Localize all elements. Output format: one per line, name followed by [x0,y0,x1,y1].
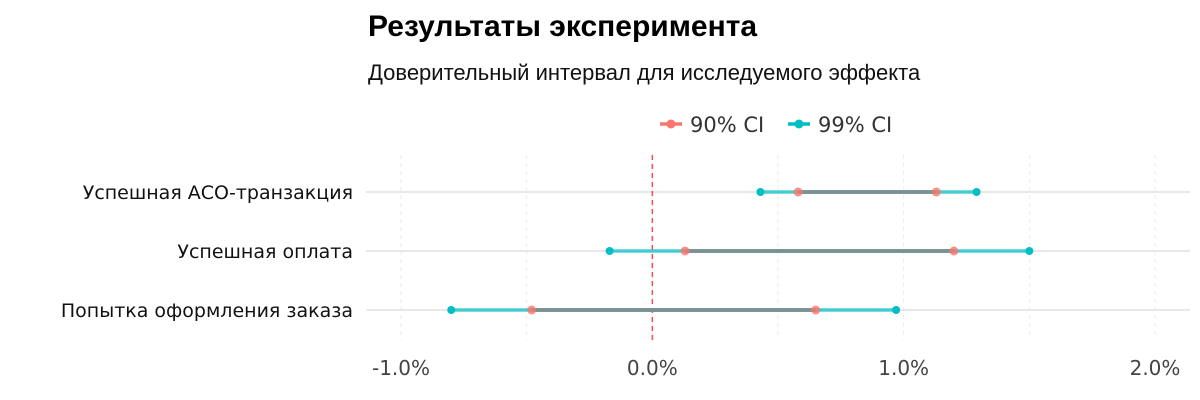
x-tick-label: 0.0% [627,356,678,380]
legend-label: 90% CI [690,113,764,137]
chart-subtitle: Доверительный интервал для исследуемого … [368,60,921,85]
ci90-point [931,187,941,197]
chart-title: Результаты эксперимента [368,10,758,43]
category-label: Успешная АСО-транзакция [83,182,353,204]
legend-label: 99% CI [818,113,892,137]
series-layer [447,187,1034,315]
ci90-point [527,305,537,315]
category-label: Успешная оплата [177,241,353,263]
ci99-point [1025,247,1034,255]
x-tick-label: 1.0% [878,356,929,380]
x-tick-label: -1.0% [372,356,430,380]
ci90-point [680,246,690,256]
ci90-point [949,246,959,256]
legend-key-point [794,119,804,129]
x-tick-label: 2.0% [1130,356,1181,380]
category-label: Попытка оформления заказа [61,300,353,322]
legend-key-point [666,119,676,129]
ci99-point [447,306,456,314]
legend: 90% CI 99% CI [660,113,892,137]
grid-layer [366,155,1190,340]
ci99-point [756,188,765,196]
ci90-point [793,187,803,197]
ci99-point [892,306,901,314]
ci90-point [811,305,821,315]
axis-layer: Успешная АСО-транзакция Успешная оплата По… [61,182,1181,380]
ci99-point [605,247,614,255]
ci99-point [972,188,981,196]
